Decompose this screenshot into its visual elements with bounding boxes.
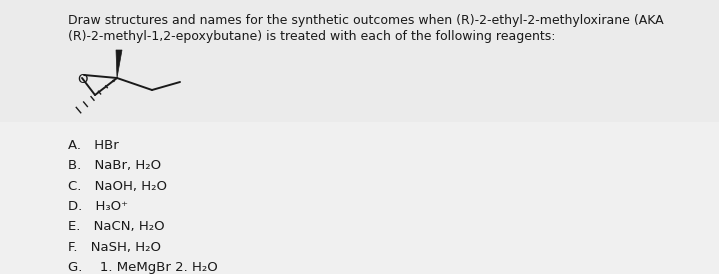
Text: (R)-2-methyl-1,2-epoxybutane) is treated with each of the following reagents:: (R)-2-methyl-1,2-epoxybutane) is treated… [68,30,556,43]
Text: O: O [77,73,88,86]
Text: F. NaSH, H₂O: F. NaSH, H₂O [68,241,161,253]
Text: E. NaCN, H₂O: E. NaCN, H₂O [68,220,165,233]
Text: Draw structures and names for the synthetic outcomes when (R)-2-ethyl-2-methylox: Draw structures and names for the synthe… [68,14,664,27]
Polygon shape [116,50,122,78]
Text: D. H₃O⁺: D. H₃O⁺ [68,200,128,213]
Text: G.  1. MeMgBr 2. H₂O: G. 1. MeMgBr 2. H₂O [68,261,218,274]
Bar [0,0,719,122]
Text: A. HBr: A. HBr [68,139,119,152]
Text: C. NaOH, H₂O: C. NaOH, H₂O [68,180,167,193]
Text: B. NaBr, H₂O: B. NaBr, H₂O [68,159,161,172]
Bar [0,122,719,274]
